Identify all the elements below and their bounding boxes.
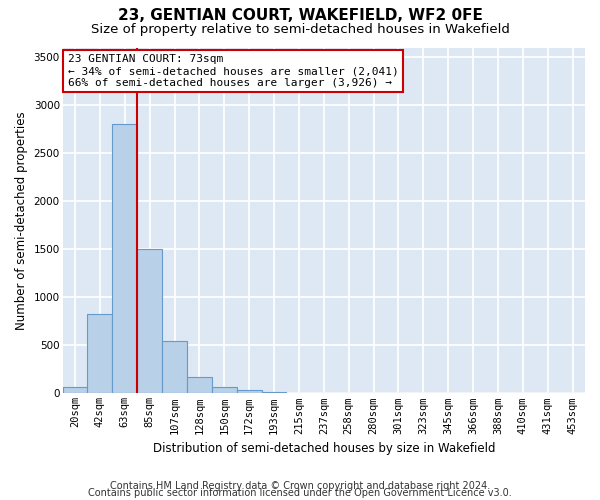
X-axis label: Distribution of semi-detached houses by size in Wakefield: Distribution of semi-detached houses by … — [152, 442, 495, 455]
Bar — [262, 392, 286, 394]
Bar — [137, 250, 162, 394]
Text: 23, GENTIAN COURT, WAKEFIELD, WF2 0FE: 23, GENTIAN COURT, WAKEFIELD, WF2 0FE — [118, 8, 482, 22]
Y-axis label: Number of semi-detached properties: Number of semi-detached properties — [15, 111, 28, 330]
Text: Size of property relative to semi-detached houses in Wakefield: Size of property relative to semi-detach… — [91, 22, 509, 36]
Text: 23 GENTIAN COURT: 73sqm
← 34% of semi-detached houses are smaller (2,041)
66% of: 23 GENTIAN COURT: 73sqm ← 34% of semi-de… — [68, 54, 398, 88]
Bar — [88, 314, 112, 394]
Bar — [212, 387, 237, 394]
Text: Contains public sector information licensed under the Open Government Licence v3: Contains public sector information licen… — [88, 488, 512, 498]
Bar — [62, 387, 88, 394]
Bar — [112, 124, 137, 394]
Text: Contains HM Land Registry data © Crown copyright and database right 2024.: Contains HM Land Registry data © Crown c… — [110, 481, 490, 491]
Bar — [162, 341, 187, 394]
Bar — [187, 376, 212, 394]
Bar — [237, 390, 262, 394]
